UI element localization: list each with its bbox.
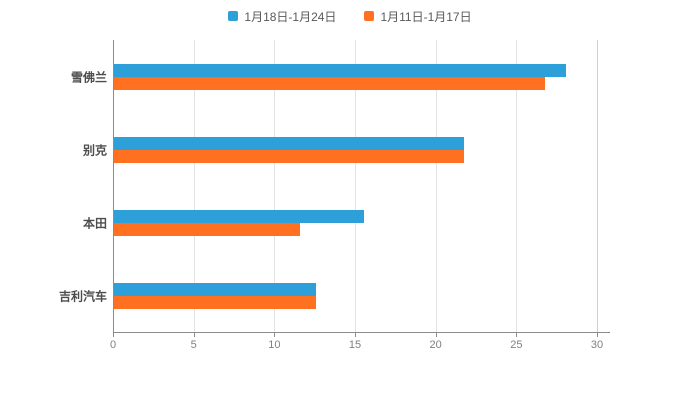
bar-previous-week — [114, 149, 465, 163]
x-tick-label: 15 — [348, 339, 362, 351]
gridline — [435, 40, 437, 332]
gridline — [274, 40, 276, 332]
x-axis-tick — [274, 332, 276, 337]
gridline — [193, 40, 195, 332]
gridline — [355, 40, 356, 332]
x-axis-tick — [435, 332, 437, 337]
x-tick-label: 25 — [510, 339, 523, 351]
category-label: 雪佛兰 — [70, 70, 107, 84]
gridline — [597, 40, 598, 332]
x-tick-label: 5 — [190, 339, 197, 351]
category-label: 本田 — [82, 216, 107, 230]
x-axis-line — [113, 332, 610, 333]
legend-label: 1月18日-1月24日 — [244, 9, 337, 24]
x-tick-label: 10 — [268, 339, 281, 351]
bar-current-week — [114, 63, 566, 77]
legend-marker-icon — [228, 11, 239, 21]
plot-area — [113, 40, 598, 332]
legend: 1月18日-1月24日 1月11日-1月17日 — [0, 6, 700, 26]
category-label: 吉利汽车 — [58, 289, 107, 303]
bar-current-week — [114, 209, 365, 223]
legend-label: 1月11日-1月17日 — [380, 9, 472, 24]
gridline — [516, 40, 518, 332]
x-axis-tick — [516, 332, 518, 337]
category-label: 别克 — [82, 143, 107, 157]
x-tick-label: 30 — [590, 339, 604, 351]
bar-previous-week — [114, 76, 545, 90]
x-axis-tick — [113, 332, 114, 337]
x-tick-label: 20 — [429, 339, 442, 351]
x-axis-tick — [193, 332, 195, 337]
bar-previous-week — [114, 295, 316, 309]
x-axis-tick — [355, 332, 356, 337]
x-axis-tick — [597, 332, 598, 337]
bar-current-week — [114, 282, 316, 296]
legend-item[interactable]: 1月11日-1月17日 — [364, 8, 472, 25]
y-axis-line — [113, 40, 114, 333]
legend-item[interactable]: 1月18日-1月24日 — [228, 8, 336, 25]
bar-current-week — [114, 136, 465, 150]
x-tick-label: 0 — [109, 339, 117, 351]
legend-marker-icon — [364, 11, 375, 21]
bar-previous-week — [114, 222, 300, 236]
